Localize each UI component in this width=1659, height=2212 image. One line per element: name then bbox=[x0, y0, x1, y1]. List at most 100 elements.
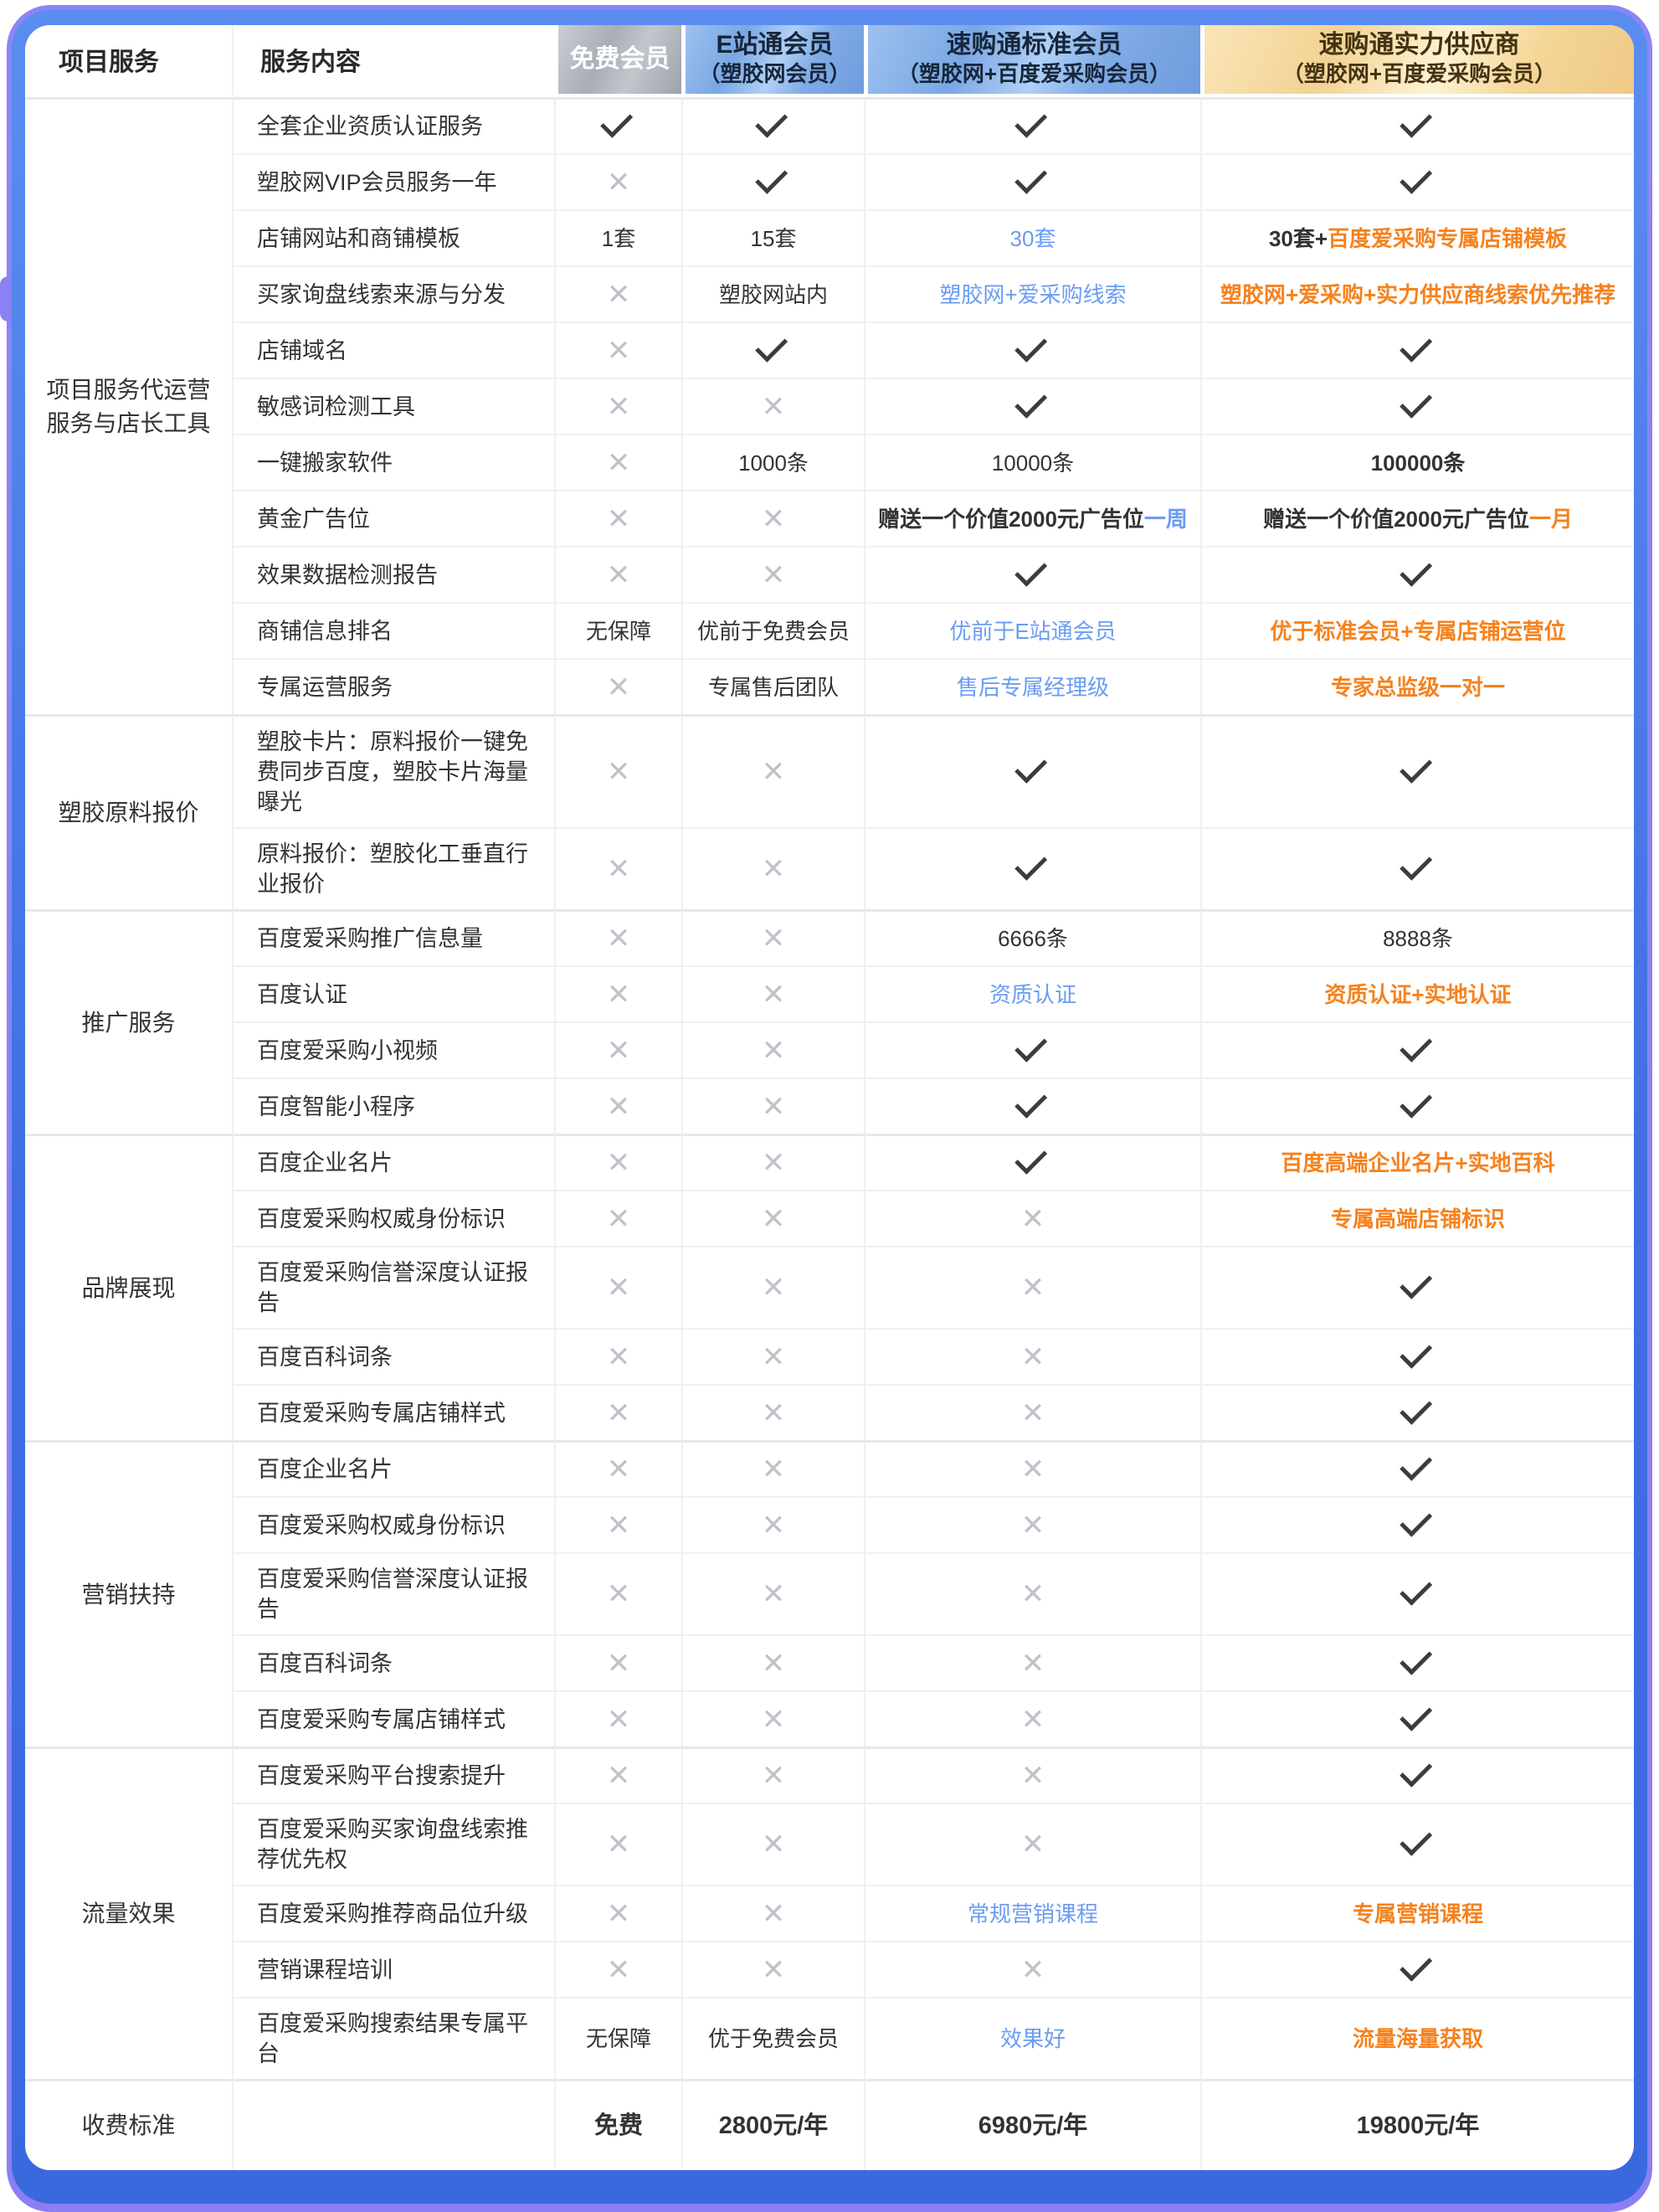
check-icon bbox=[1014, 105, 1047, 138]
plan-value-cell: 流量海量获取 bbox=[1200, 1997, 1634, 2079]
service-label: 百度爱采购搜索结果专属平台 bbox=[232, 1997, 554, 2079]
plan-value-cell: ✕ bbox=[864, 1690, 1200, 1746]
plan-value-cell: ✕ bbox=[554, 1190, 681, 1246]
cross-icon: ✕ bbox=[606, 334, 631, 367]
plan-value-cell: ✕ bbox=[554, 1496, 681, 1552]
plan-value-cell: ✕ bbox=[554, 714, 681, 827]
plan-value-cell: ✕ bbox=[864, 1496, 1200, 1552]
plan-value-cell: 百度高端企业名片+实地百科 bbox=[1200, 1134, 1634, 1190]
value-text: 一月 bbox=[1528, 506, 1573, 532]
plan-value-cell: ✕ bbox=[864, 1552, 1200, 1634]
plan-value-cell bbox=[1200, 1440, 1634, 1496]
plan-value-cell bbox=[681, 97, 864, 153]
cross-icon: ✕ bbox=[606, 1453, 631, 1485]
value-text: 2800元/年 bbox=[718, 2112, 829, 2139]
cross-icon: ✕ bbox=[1020, 1953, 1045, 1986]
plan-value-cell: ✕ bbox=[681, 1634, 864, 1690]
plan-value-cell: ✕ bbox=[554, 1440, 681, 1496]
check-icon bbox=[1399, 1642, 1432, 1675]
plan-value-cell bbox=[1200, 827, 1634, 909]
header-service-content: 服务内容 bbox=[232, 25, 554, 97]
plan-value-cell: 塑胶网+爱采购线索 bbox=[864, 265, 1200, 322]
plan-value-cell bbox=[864, 97, 1200, 153]
plan-value-cell bbox=[1200, 546, 1634, 602]
value-text: 100000条 bbox=[1370, 450, 1466, 476]
header-plan-free: 免费会员 bbox=[554, 25, 681, 97]
plan-value-cell: ✕ bbox=[681, 1941, 864, 1997]
service-label: 百度爱采购权威身份标识 bbox=[232, 1496, 554, 1552]
category-cell: 收费标准 bbox=[25, 2079, 232, 2170]
plan-value-cell: ✕ bbox=[554, 1634, 681, 1690]
cross-icon: ✕ bbox=[761, 1647, 786, 1680]
service-label: 百度爱采购买家询盘线索推荐优先权 bbox=[232, 1803, 554, 1885]
value-text: 专属营销课程 bbox=[1352, 1901, 1483, 1926]
plan-value-cell: ✕ bbox=[681, 1246, 864, 1328]
cross-icon: ✕ bbox=[606, 1703, 631, 1736]
plan-value-cell bbox=[1200, 1690, 1634, 1746]
plan-value-cell bbox=[1200, 1384, 1634, 1440]
plan-value-cell: ✕ bbox=[554, 546, 681, 602]
check-icon bbox=[1014, 750, 1047, 784]
value-text: 10000条 bbox=[991, 450, 1075, 476]
cross-icon: ✕ bbox=[761, 1340, 786, 1373]
header-plan-ezhantong: E站通会员 （塑胶网会员） bbox=[681, 25, 864, 97]
plan-value-cell: ✕ bbox=[554, 1803, 681, 1885]
plan-value-cell: ✕ bbox=[681, 378, 864, 434]
check-icon bbox=[1399, 161, 1432, 194]
plan-value-cell: 优于标准会员+专属店铺运营位 bbox=[1200, 602, 1634, 658]
plan-value-cell bbox=[1200, 714, 1634, 827]
cross-icon: ✕ bbox=[606, 1509, 631, 1541]
plan-value-cell bbox=[1200, 1634, 1634, 1690]
service-label: 百度爱采购小视频 bbox=[232, 1021, 554, 1078]
plan-value-cell: 100000条 bbox=[1200, 434, 1634, 490]
plan-value-cell bbox=[864, 322, 1200, 378]
cross-icon: ✕ bbox=[761, 1953, 786, 1986]
value-text: 优于标准会员+专属店铺运营位 bbox=[1270, 618, 1566, 644]
cross-icon: ✕ bbox=[606, 558, 631, 591]
check-icon bbox=[1399, 329, 1432, 363]
plan-value-cell: ✕ bbox=[681, 1134, 864, 1190]
cross-icon: ✕ bbox=[1020, 1509, 1045, 1541]
cross-icon: ✕ bbox=[606, 1760, 631, 1792]
value-text: 赠送一个价值2000元广告位 bbox=[1263, 506, 1529, 532]
cross-icon: ✕ bbox=[606, 1829, 631, 1860]
check-icon bbox=[1399, 1085, 1432, 1119]
plan-value-cell: ✕ bbox=[864, 1634, 1200, 1690]
service-label: 买家询盘线索来源与分发 bbox=[232, 265, 554, 322]
value-text: 专家总监级一对一 bbox=[1330, 674, 1505, 700]
value-text: 30套 bbox=[1009, 225, 1056, 251]
plan-value-cell: 赠送一个价值2000元广告位 一月 bbox=[1200, 490, 1634, 546]
plan-value-cell bbox=[1200, 153, 1634, 209]
plan-value-cell: ✕ bbox=[554, 1885, 681, 1941]
plan-value-cell: ✕ bbox=[681, 827, 864, 909]
check-icon bbox=[1399, 1266, 1432, 1299]
cross-icon: ✕ bbox=[606, 923, 631, 954]
plan-value-cell: 优前于E站通会员 bbox=[864, 602, 1200, 658]
plan-value-cell: ✕ bbox=[864, 1384, 1200, 1440]
service-label: 百度爱采购推广信息量 bbox=[232, 909, 554, 965]
plan-value-cell: ✕ bbox=[681, 1690, 864, 1746]
check-icon bbox=[1399, 1823, 1432, 1856]
plan-value-cell: ✕ bbox=[554, 1941, 681, 1997]
value-text: 流量海量获取 bbox=[1352, 2026, 1483, 2051]
cross-icon: ✕ bbox=[606, 1034, 631, 1067]
service-label: 百度爱采购专属店铺样式 bbox=[232, 1690, 554, 1746]
plan-value-cell bbox=[1200, 1746, 1634, 1803]
service-label: 塑胶卡片：原料报价一键免费同步百度，塑胶卡片海量曝光 bbox=[232, 714, 554, 827]
cross-icon: ✕ bbox=[1020, 1703, 1045, 1736]
plan-value-cell: ✕ bbox=[554, 490, 681, 546]
check-icon bbox=[1399, 1572, 1432, 1606]
service-label: 百度认证 bbox=[232, 965, 554, 1021]
value-text: 常规营销课程 bbox=[967, 1901, 1098, 1926]
cross-icon: ✕ bbox=[1020, 1760, 1045, 1792]
category-cell: 流量效果 bbox=[25, 1746, 232, 2079]
check-icon bbox=[754, 161, 788, 194]
value-text: 塑胶网+爱采购+实力供应商线索优先推荐 bbox=[1220, 281, 1616, 307]
plan-value-cell: ✕ bbox=[681, 1021, 864, 1078]
plan-value-cell: 塑胶网站内 bbox=[681, 265, 864, 322]
cross-icon: ✕ bbox=[606, 1147, 631, 1179]
plan-value-cell: ✕ bbox=[681, 1746, 864, 1803]
service-label: 全套企业资质认证服务 bbox=[232, 97, 554, 153]
cross-icon: ✕ bbox=[606, 446, 631, 479]
plan-value-cell: ✕ bbox=[554, 1078, 681, 1134]
